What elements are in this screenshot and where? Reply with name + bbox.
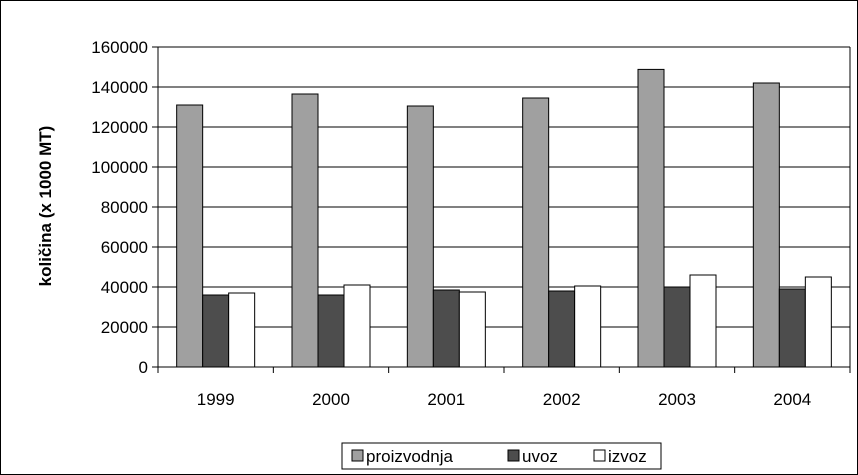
x-tick-label: 2003 bbox=[658, 390, 696, 409]
y-tick-label: 120000 bbox=[91, 118, 148, 137]
bar-proizvodnja-1999 bbox=[176, 104, 204, 368]
bar-proizvodnja-2002 bbox=[522, 97, 550, 368]
x-tick-label: 2002 bbox=[543, 390, 581, 409]
bar-uvoz-2004 bbox=[778, 288, 806, 368]
y-tick-label: 140000 bbox=[91, 78, 148, 97]
bar-izvoz-2001 bbox=[458, 291, 486, 368]
legend-swatch-proizvodnja bbox=[351, 449, 364, 462]
x-tick-label: 2000 bbox=[312, 390, 350, 409]
bar-proizvodnja-2003 bbox=[637, 68, 665, 368]
x-tick-label: 2004 bbox=[773, 390, 811, 409]
y-tick-label: 0 bbox=[139, 358, 148, 377]
y-tick-label: 60000 bbox=[101, 238, 148, 257]
x-tick-labels: 1999 2000 2001 2002 2003 2004 bbox=[197, 390, 811, 409]
legend-swatch-uvoz bbox=[507, 449, 520, 462]
bar-uvoz-1999 bbox=[202, 294, 230, 368]
legend-label-uvoz: uvoz bbox=[522, 447, 558, 466]
legend-swatch-izvoz bbox=[593, 449, 606, 462]
y-tick-label: 80000 bbox=[101, 198, 148, 217]
gridlines bbox=[158, 46, 850, 367]
bars bbox=[176, 68, 832, 368]
bar-izvoz-2004 bbox=[804, 276, 832, 368]
y-tick-labels: 0 20000 40000 60000 80000 100000 120000 140000 1… bbox=[91, 38, 148, 377]
y-tick-label: 20000 bbox=[101, 318, 148, 337]
legend: proizvodnja uvoz izvoz bbox=[341, 442, 662, 470]
x-tick-label: 1999 bbox=[197, 390, 235, 409]
bar-izvoz-2000 bbox=[343, 284, 371, 368]
axes bbox=[152, 46, 851, 373]
bar-izvoz-2002 bbox=[574, 285, 602, 368]
bar-uvoz-2002 bbox=[548, 290, 576, 368]
bar-uvoz-2000 bbox=[317, 294, 345, 368]
legend-box bbox=[341, 442, 662, 470]
y-axis-title: količina (x 1000 MT) bbox=[36, 126, 55, 287]
bar-proizvodnja-2004 bbox=[752, 82, 780, 368]
bar-izvoz-2003 bbox=[689, 274, 717, 368]
x-tick-label: 2001 bbox=[427, 390, 465, 409]
bar-uvoz-2003 bbox=[663, 286, 691, 368]
legend-label-izvoz: izvoz bbox=[608, 447, 647, 466]
bar-uvoz-2001 bbox=[432, 289, 460, 368]
legend-label-proizvodnja: proizvodnja bbox=[366, 447, 453, 466]
y-tick-label: 40000 bbox=[101, 278, 148, 297]
bar-proizvodnja-2000 bbox=[291, 93, 319, 368]
y-tick-label: 160000 bbox=[91, 38, 148, 57]
y-tick-label: 100000 bbox=[91, 158, 148, 177]
bar-izvoz-1999 bbox=[228, 292, 256, 368]
bar-proizvodnja-2001 bbox=[406, 105, 434, 368]
